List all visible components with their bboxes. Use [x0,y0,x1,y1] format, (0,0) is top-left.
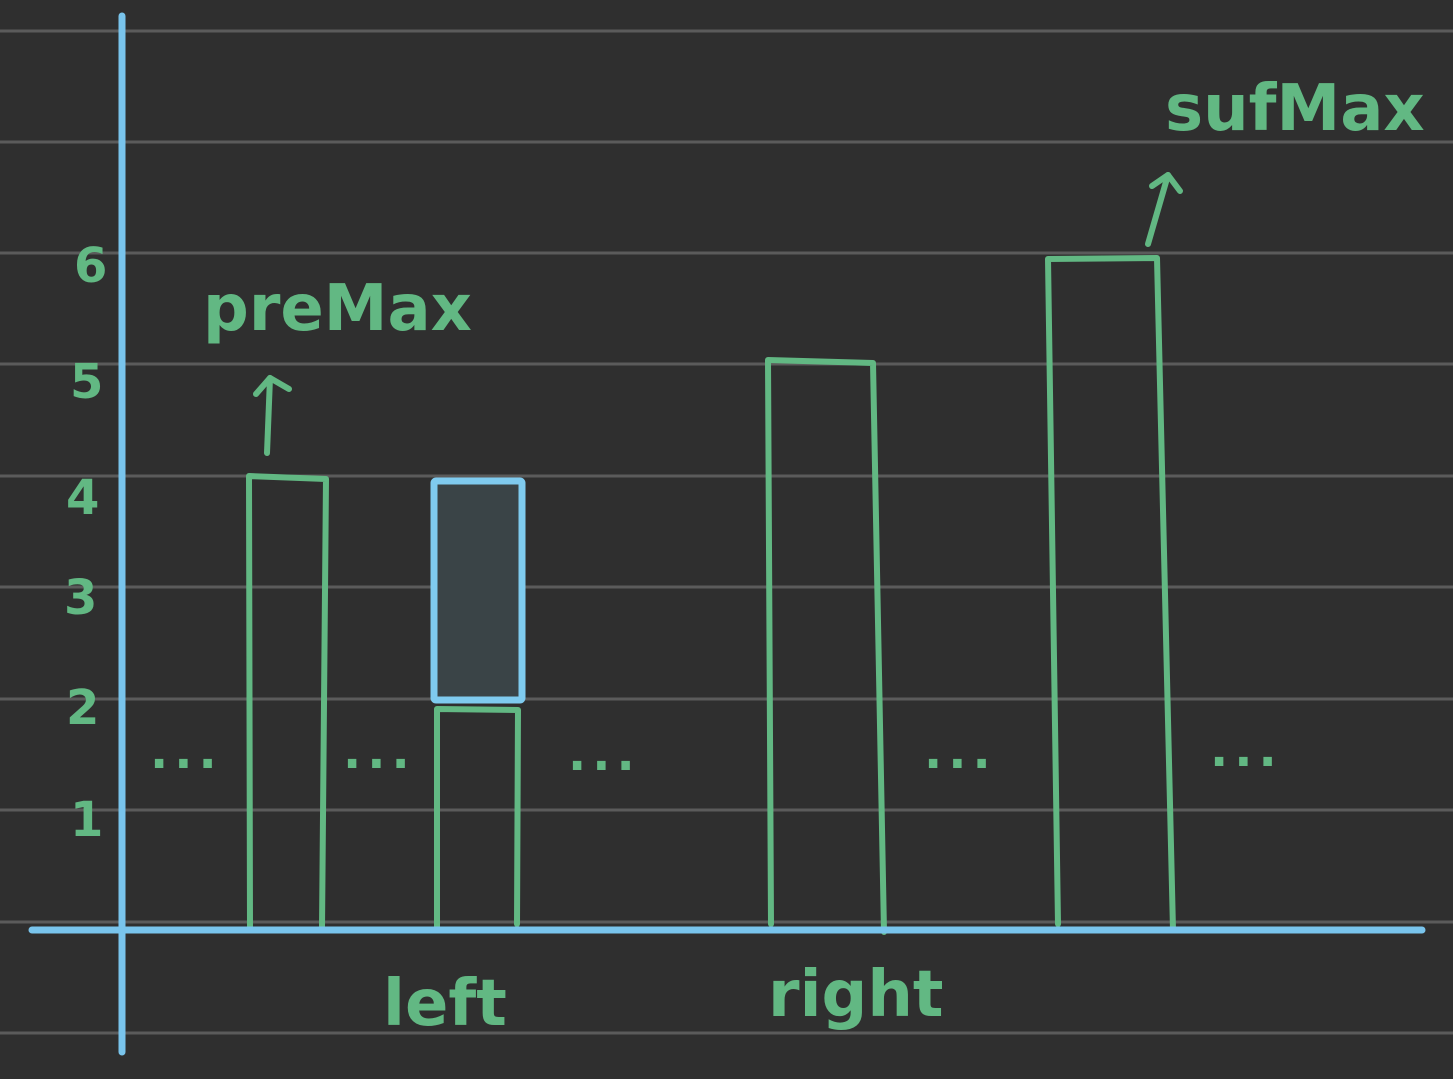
notebook-rule-lines [0,29,1453,1035]
y-tick-4: 4 [66,470,99,526]
right-label: right [768,958,943,1032]
y-tick-6: 6 [74,238,107,294]
y-tick-5: 5 [70,354,103,410]
bar-right [765,357,887,935]
y-tick-3: 3 [64,570,97,626]
premax-label: preMax [203,272,472,346]
left-label: left [383,967,507,1041]
premax-arrow [253,375,292,456]
ellipsis-3: ... [568,726,641,782]
ellipsis-1: ... [150,724,223,780]
sufmax-arrow [1145,172,1183,247]
y-tick-1: 1 [70,792,103,848]
ellipsis-4: ... [924,724,997,780]
ellipsis-5: ... [1210,722,1283,778]
bar-premax [246,473,329,931]
bar-sufmax [1045,255,1176,933]
y-tick-2: 2 [66,680,99,736]
trapped-water-highlight [430,477,526,704]
bar-left [434,706,521,931]
ellipsis-2: ... [343,724,416,780]
sufmax-label: sufMax [1165,72,1425,146]
